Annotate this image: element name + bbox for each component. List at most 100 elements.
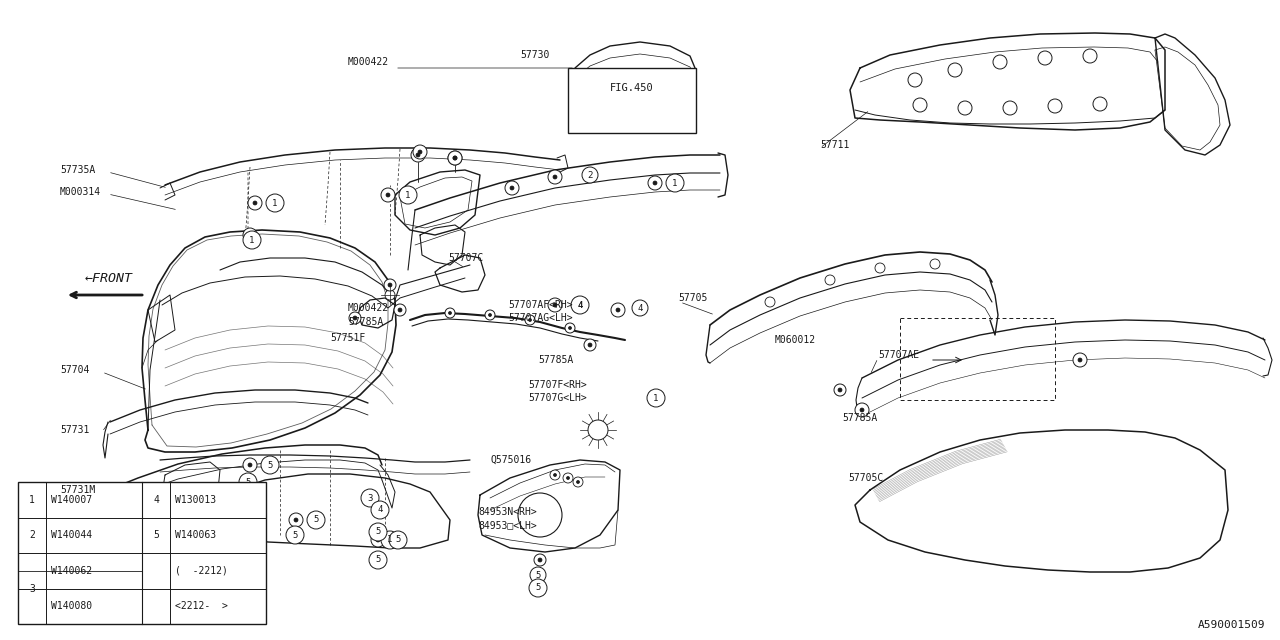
Circle shape — [553, 303, 557, 307]
Text: 57707AG<LH>: 57707AG<LH> — [508, 313, 572, 323]
Text: 2: 2 — [29, 531, 35, 540]
Text: 57707AE: 57707AE — [878, 350, 919, 360]
Text: 3: 3 — [367, 493, 372, 502]
Text: 84953N<RH>: 84953N<RH> — [477, 507, 536, 517]
Text: A590001509: A590001509 — [1198, 620, 1265, 630]
Text: 1: 1 — [672, 179, 677, 188]
Circle shape — [860, 408, 864, 412]
Bar — [18, 482, 266, 624]
Circle shape — [385, 290, 396, 300]
Text: 5: 5 — [535, 584, 540, 593]
Text: ←FRONT: ←FRONT — [84, 271, 133, 285]
Circle shape — [835, 384, 846, 396]
Circle shape — [534, 554, 547, 566]
Circle shape — [445, 308, 454, 318]
Circle shape — [369, 551, 387, 569]
Text: 57731: 57731 — [60, 425, 90, 435]
Text: M000422: M000422 — [348, 303, 389, 313]
Text: 1: 1 — [653, 394, 659, 403]
Circle shape — [261, 456, 279, 474]
Circle shape — [248, 463, 252, 467]
Circle shape — [20, 489, 44, 511]
Bar — [900, 318, 1055, 400]
Circle shape — [381, 531, 399, 549]
Text: (  -2212): ( -2212) — [175, 566, 228, 576]
Text: 57707F<RH>: 57707F<RH> — [529, 380, 586, 390]
Circle shape — [387, 193, 390, 197]
Text: 1: 1 — [29, 495, 35, 505]
Circle shape — [548, 298, 562, 312]
Circle shape — [371, 533, 385, 547]
Circle shape — [648, 176, 662, 190]
Circle shape — [20, 577, 44, 600]
Circle shape — [294, 518, 298, 522]
Circle shape — [453, 156, 457, 160]
Circle shape — [448, 151, 462, 165]
Circle shape — [399, 186, 417, 204]
Circle shape — [20, 524, 44, 547]
Circle shape — [568, 326, 571, 330]
Text: 1: 1 — [406, 191, 411, 200]
Circle shape — [419, 150, 422, 154]
Circle shape — [1073, 353, 1087, 367]
Text: 5: 5 — [375, 527, 380, 536]
Circle shape — [855, 403, 869, 417]
Text: W140044: W140044 — [51, 531, 92, 540]
Circle shape — [538, 558, 541, 562]
Text: 4: 4 — [577, 301, 582, 310]
Text: FIG.450: FIG.450 — [611, 83, 654, 93]
Circle shape — [567, 477, 570, 479]
Circle shape — [388, 283, 392, 287]
Circle shape — [384, 279, 396, 291]
Circle shape — [564, 323, 575, 333]
Text: 5: 5 — [396, 536, 401, 545]
Text: 57705C: 57705C — [849, 473, 883, 483]
Circle shape — [389, 531, 407, 549]
Circle shape — [369, 523, 387, 541]
Circle shape — [571, 296, 589, 314]
Circle shape — [376, 538, 380, 542]
Circle shape — [253, 201, 257, 205]
Text: 4: 4 — [378, 506, 383, 515]
Circle shape — [573, 477, 582, 487]
Text: M000314: M000314 — [60, 187, 101, 197]
Circle shape — [653, 181, 657, 185]
Circle shape — [398, 308, 402, 312]
Text: 57785A: 57785A — [348, 317, 383, 327]
Text: 1: 1 — [273, 198, 278, 207]
Text: 5: 5 — [292, 531, 298, 540]
Circle shape — [572, 297, 588, 313]
Circle shape — [588, 420, 608, 440]
Circle shape — [266, 194, 284, 212]
Circle shape — [381, 188, 396, 202]
Text: M060012: M060012 — [774, 335, 817, 345]
Circle shape — [289, 513, 303, 527]
Text: 57730: 57730 — [520, 50, 549, 60]
Circle shape — [553, 474, 557, 477]
Circle shape — [416, 153, 420, 157]
Text: M000422: M000422 — [348, 57, 389, 67]
Circle shape — [588, 343, 593, 347]
Circle shape — [576, 481, 580, 483]
Text: 4: 4 — [154, 495, 159, 505]
Text: 2: 2 — [588, 170, 593, 179]
Text: 57704: 57704 — [60, 365, 90, 375]
Circle shape — [506, 181, 518, 195]
Circle shape — [243, 228, 257, 242]
Circle shape — [611, 303, 625, 317]
Text: 5: 5 — [154, 531, 159, 540]
Text: 57735A: 57735A — [60, 165, 95, 175]
Circle shape — [646, 389, 666, 407]
Text: 57707AF<RH>: 57707AF<RH> — [508, 300, 572, 310]
Text: 57705: 57705 — [678, 293, 708, 303]
Circle shape — [1078, 358, 1082, 362]
Text: W140080: W140080 — [51, 601, 92, 611]
Circle shape — [616, 308, 620, 312]
Circle shape — [584, 339, 596, 351]
Circle shape — [563, 473, 573, 483]
Circle shape — [632, 300, 648, 316]
Circle shape — [448, 151, 462, 165]
Circle shape — [553, 175, 557, 179]
Text: 84953□<LH>: 84953□<LH> — [477, 520, 536, 530]
Circle shape — [361, 489, 379, 507]
